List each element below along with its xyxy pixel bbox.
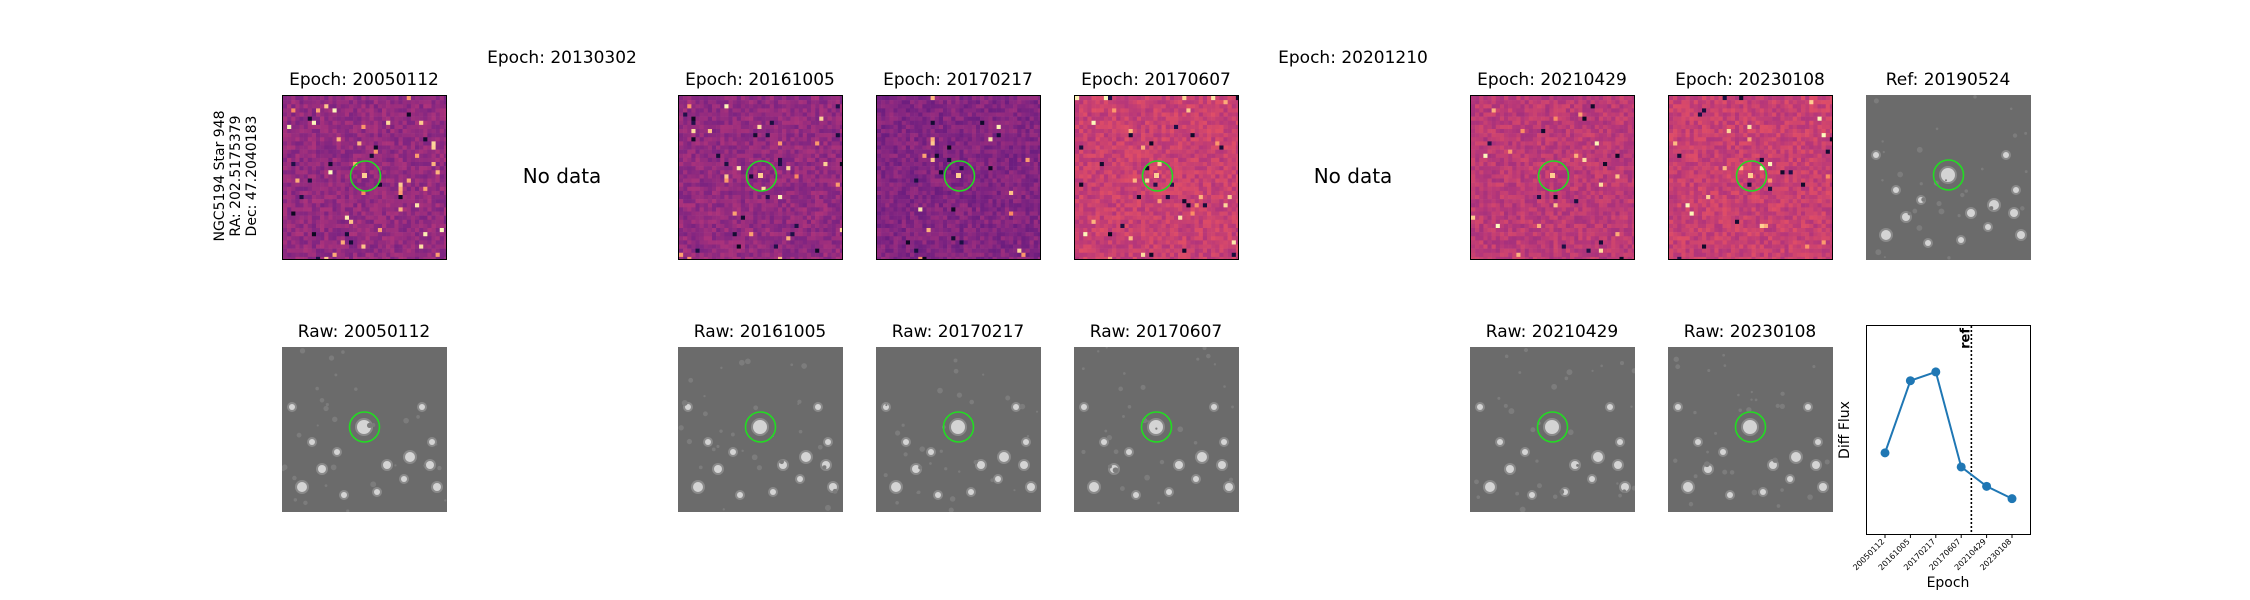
target-circle (1536, 411, 1569, 443)
diff-title-3: Epoch: 20161005 (685, 70, 835, 90)
target-circle (1141, 160, 1174, 192)
raw-image-4 (1074, 347, 1239, 512)
raw-title-2: Raw: 20161005 (693, 322, 827, 342)
diff-flux-point (1956, 462, 1966, 472)
ref-image-plot (1866, 95, 2031, 260)
diff-flux-point (1880, 448, 1890, 458)
raw-image-6-plot (1668, 347, 1833, 512)
star-ra: RA: 202.5175379 (228, 115, 244, 237)
raw-image-1-plot (282, 347, 447, 512)
raw-image-6 (1668, 347, 1833, 512)
raw-image-5 (1470, 347, 1635, 512)
diff-flux-point (2007, 494, 2017, 504)
diff-title-5: Epoch: 20170607 (1081, 70, 1231, 90)
ref-image (1866, 95, 2031, 260)
raw-title-5: Raw: 20210429 (1485, 322, 1619, 342)
raw-title-3: Raw: 20170217 (891, 322, 1025, 342)
target-circle (1537, 160, 1570, 192)
diff-image-5 (1074, 95, 1239, 260)
target-circle (349, 160, 382, 192)
light-curve-ylabel: Diff Flux (1837, 401, 1853, 459)
raw-image-3 (876, 347, 1041, 512)
ref-title: Ref: 20190524 (1885, 70, 2011, 90)
diff-flux-point (1931, 367, 1941, 377)
diff-image-8-plot (1669, 96, 1832, 259)
diff-image-3-plot (679, 96, 842, 259)
light-curve-plot: ref2005011220161005201702172017060720210… (1851, 326, 2017, 572)
star-info-label: NGC5194 Star 948 RA: 202.5175379 Dec: 47… (212, 110, 260, 241)
target-circle (348, 411, 381, 443)
star-dec: Dec: 47.2040183 (244, 115, 260, 237)
target-circle (942, 411, 975, 443)
no-data-label-1: No data (522, 164, 602, 188)
diff-image-3 (678, 95, 843, 260)
raw-image-4-plot (1074, 347, 1239, 512)
target-circle (1735, 160, 1768, 192)
raw-image-5-plot (1470, 347, 1635, 512)
raw-title-6: Raw: 20230108 (1683, 322, 1817, 342)
diff-title-2: Epoch: 20130302 (487, 48, 637, 68)
diff-flux-point (1982, 481, 1992, 491)
ref-line-label: ref (1958, 328, 1973, 349)
star-name: NGC5194 Star 948 (212, 110, 228, 242)
diff-title-4: Epoch: 20170217 (883, 70, 1033, 90)
diff-title-7: Epoch: 20210429 (1477, 70, 1627, 90)
raw-title-1: Raw: 20050112 (297, 322, 431, 342)
diff-image-5-plot (1075, 96, 1238, 259)
diff-title-8: Epoch: 20230108 (1675, 70, 1825, 90)
raw-image-2 (678, 347, 843, 512)
raw-image-2-plot (678, 347, 843, 512)
diff-image-8 (1668, 95, 1833, 260)
target-circle (943, 160, 976, 192)
target-circle (1140, 411, 1173, 443)
diff-title-1: Epoch: 20050112 (289, 70, 439, 90)
diff-image-4-plot (877, 96, 1040, 259)
raw-image-3-plot (876, 347, 1041, 512)
light-curve-axes: ref 20050112 20161005 20170217 20170607 20210… (1851, 325, 2031, 572)
raw-image-1 (282, 347, 447, 512)
diff-flux-point (1905, 376, 1915, 386)
target-circle (744, 411, 777, 443)
diff-image-4 (876, 95, 1041, 260)
diff-flux-line (1884, 370, 2013, 500)
target-circle (1734, 411, 1767, 443)
diff-image-7-plot (1471, 96, 1634, 259)
diff-image-7 (1470, 95, 1635, 260)
no-data-label-2: No data (1313, 164, 1393, 188)
diff-title-6: Epoch: 20201210 (1278, 48, 1428, 68)
diff-image-1-plot (283, 96, 446, 259)
raw-title-4: Raw: 20170607 (1089, 322, 1223, 342)
target-circle (745, 160, 778, 192)
light-curve-xlabel: Epoch (1926, 575, 1970, 591)
diff-image-1 (282, 95, 447, 260)
target-circle (1932, 159, 1965, 191)
